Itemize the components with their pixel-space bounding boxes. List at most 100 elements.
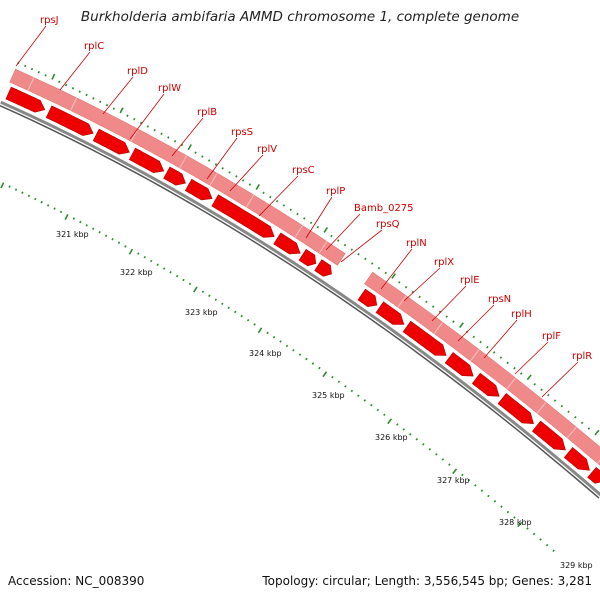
band-divider [70,97,78,111]
band-divider [597,459,600,464]
tick-mark [425,300,428,304]
tick-mark [452,320,455,323]
tick-mark [162,267,166,270]
gene-label: Bamb_0275 [354,203,414,214]
tick-mark [411,290,415,294]
cds-arrow [563,447,590,471]
gene-label: rplH [511,309,532,320]
tick-mark [279,340,282,343]
tick-mark [233,310,237,314]
gene-label: rplW [158,83,181,94]
tick-mark [53,207,56,210]
tick-mark [180,143,184,147]
gene-label: rpsC [292,165,315,176]
tick-mark [201,155,204,158]
kbp-label: 328 kbp [499,518,532,527]
tick-mark [376,408,380,412]
tick-mark [24,64,27,68]
tick-mark [330,234,333,238]
tick-mark [143,256,146,259]
label-leaders [15,25,579,398]
tick-mark [37,70,40,74]
tick-mark [486,345,489,349]
cds-arrow [471,372,500,397]
label-leader-line [541,361,579,398]
band-divider [506,377,516,390]
kbp-label: 327 kbp [437,476,470,485]
tick-mark [474,484,477,487]
label-leader-line [483,319,518,359]
tick-mark [560,404,564,408]
tick-mark [540,388,543,391]
cds-arrow [184,178,213,201]
tick-mark [445,315,448,318]
label-leader-line [229,154,264,192]
accession-text: Accession: NC_008390 [8,574,145,588]
tick-mark [21,191,24,194]
tick-mark [193,286,198,293]
tick-mark [452,468,458,475]
backbone-line-outer [0,100,600,497]
label-leader-line [457,304,495,342]
tick-mark [228,171,231,174]
tick-mark [117,241,121,245]
tick-mark [72,217,76,220]
tick-mark [331,375,334,379]
kbp-label: 321 kbp [56,230,89,239]
tick-mark [292,348,295,352]
tick-mark [545,543,549,547]
tick-mark [214,298,218,301]
tick-mark [506,361,509,365]
tick-mark [119,107,124,114]
tick-mark [169,271,172,274]
tick-mark [499,356,503,359]
tick-mark [150,259,153,263]
label-leader-line [129,93,165,140]
gene-labels: rpsJ rplC rplD rplW rplB rpsS rplV rpsC rplP Bamb… [40,15,592,362]
tick-mark [322,371,328,378]
gene-label: rpsJ [40,15,59,26]
tick-mark [112,107,115,110]
tick-mark [282,204,286,207]
kbp-label: 323 kbp [185,308,218,317]
tick-mark [298,353,302,356]
tick-mark [253,323,256,326]
tick-mark [547,393,550,397]
gene-label: rplC [84,41,104,52]
tick-mark [128,248,134,255]
cds-arrow [163,166,186,186]
band-divider [536,401,547,414]
tick-mark [472,335,476,339]
tick-mark [467,478,471,482]
tick-mark [567,410,570,413]
tick-mark [227,306,230,310]
tick-mark [398,281,401,284]
label-leader-line [403,267,441,302]
tick-mark [441,458,445,461]
cds-arrow [497,393,534,425]
tick-mark [85,93,88,97]
tick-mark [435,453,438,456]
tick-mark [98,230,101,234]
gene-label: rpsQ [376,219,400,230]
band-divider [470,349,480,362]
cds-arrow [444,352,474,377]
cds-arrow [298,249,317,267]
gene-label: rplE [460,275,480,286]
page-title: Burkholderia ambifaria AMMD chromosome 1… [80,9,520,25]
tick-mark [479,340,482,344]
cds-arrow [273,232,301,255]
tick-mark [79,220,82,224]
tick-mark [71,87,75,90]
chromosome-backbone [0,100,600,499]
tick-mark [59,210,63,214]
kbp-label: 322 kbp [120,268,153,277]
tick-mark [14,188,18,191]
tick-mark [552,549,555,553]
label-leader-line [15,25,47,67]
cds-arrow [314,259,332,277]
tick-mark [208,294,211,297]
tick-mark [415,438,419,441]
tick-mark [194,151,197,154]
tick-mark [289,208,292,212]
